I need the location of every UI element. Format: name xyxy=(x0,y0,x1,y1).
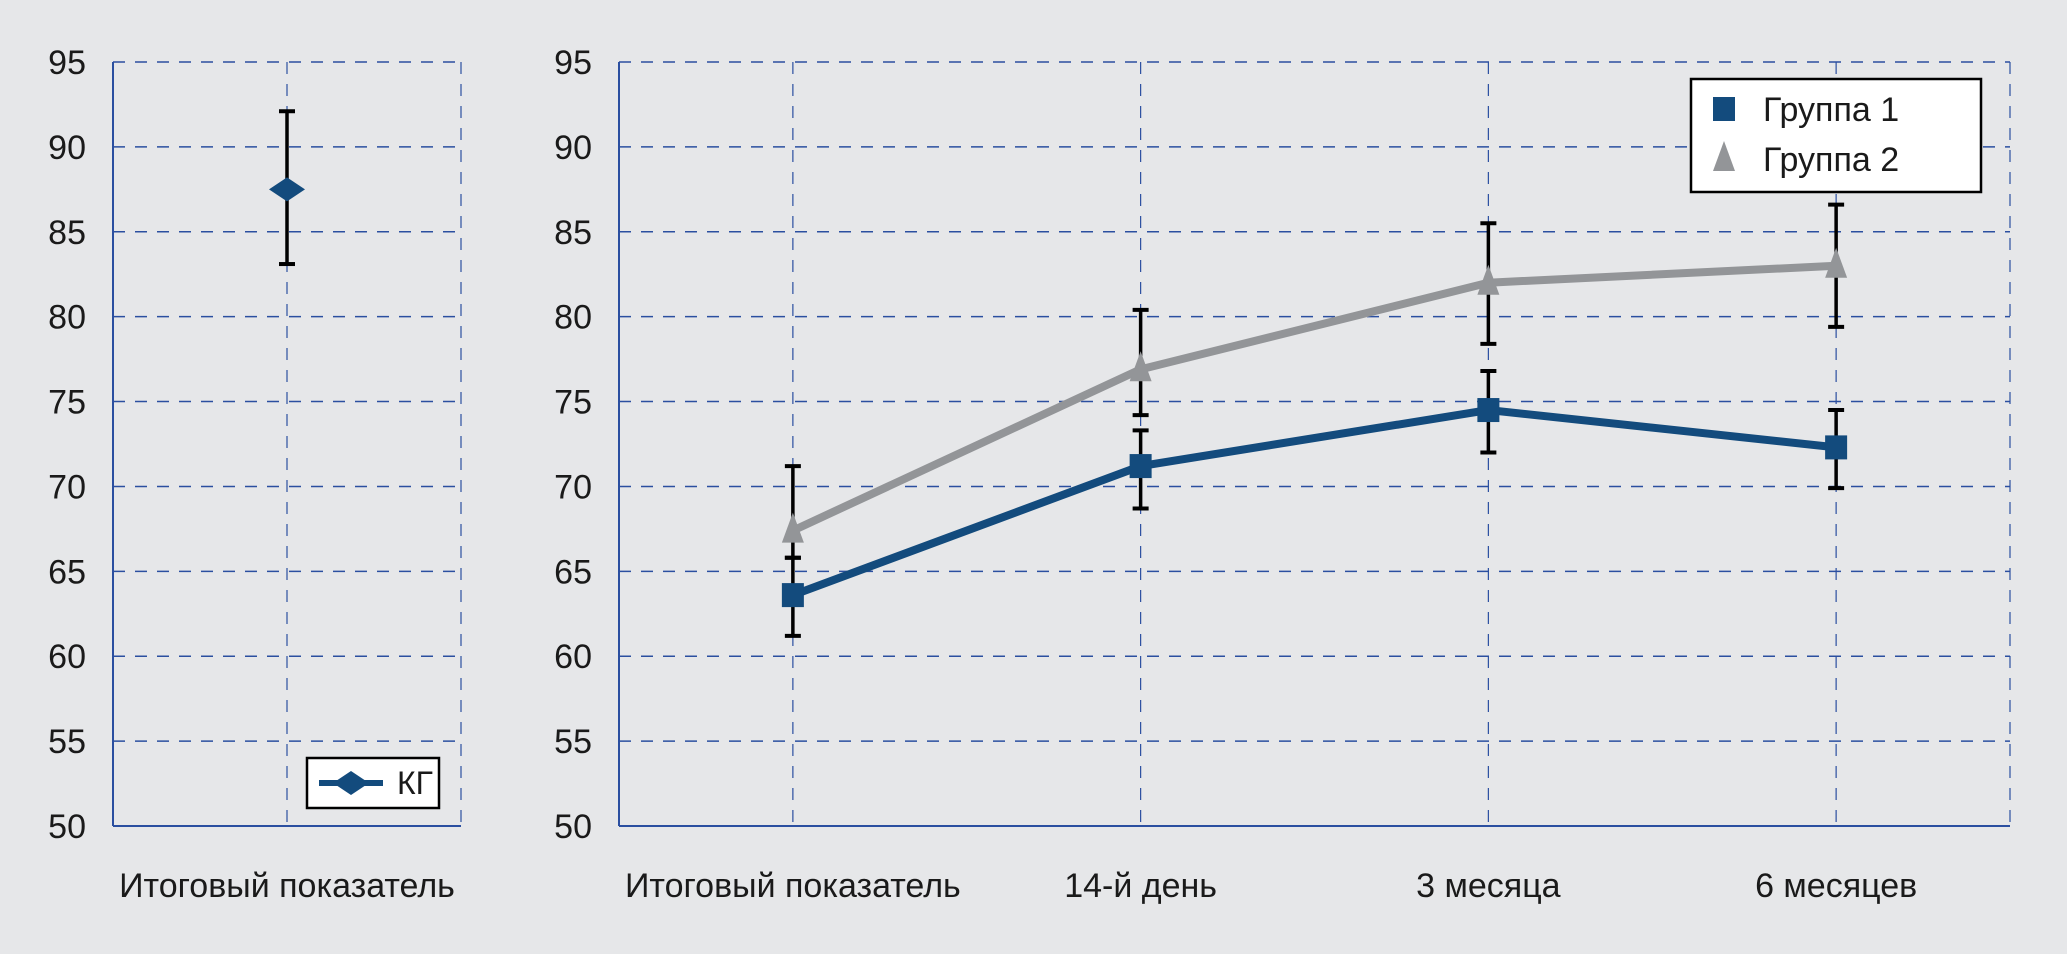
y-tick-label: 80 xyxy=(554,299,592,337)
y-tick-label: 75 xyxy=(48,384,86,422)
x-tick-label: Итоговый показатель xyxy=(119,867,455,905)
data-point xyxy=(1477,398,1500,423)
x-tick-label: 3 месяца xyxy=(1416,867,1561,905)
data-point xyxy=(1825,247,1848,278)
y-tick-label: 85 xyxy=(554,214,592,252)
x-tick-label: 6 месяцев xyxy=(1755,867,1917,905)
y-tick-label: 70 xyxy=(48,468,86,506)
y-tick-label: 95 xyxy=(48,44,86,82)
x-tick-label: Итоговый показатель xyxy=(625,867,961,905)
data-point xyxy=(269,177,305,202)
series-line xyxy=(791,406,1837,599)
y-tick-label: 80 xyxy=(48,299,86,337)
series-line xyxy=(791,261,1837,535)
legend-label: Группа 1 xyxy=(1763,91,1899,129)
data-point xyxy=(1129,351,1152,382)
y-tick-label: 50 xyxy=(48,808,86,846)
y-tick-label: 70 xyxy=(554,468,592,506)
chart-panel-2: 50 55 60 65 70 75 80 85 90 95 Итоговый показатель 1… xyxy=(554,44,2011,905)
y-tick-label: 65 xyxy=(554,553,592,591)
data-point xyxy=(1129,454,1152,479)
legend-marker-diamond-icon xyxy=(333,771,369,795)
legend-marker-triangle-icon xyxy=(1713,141,1735,171)
chart-panel-1: 50 55 60 65 70 75 80 85 90 95 Итоговый показатель К… xyxy=(48,44,462,905)
legend: Группа 1 Группа 2 xyxy=(1689,77,1983,194)
x-tick-label: 14-й день xyxy=(1064,867,1217,905)
legend-marker-square-icon xyxy=(1713,97,1735,121)
y-tick-label: 95 xyxy=(554,44,592,82)
y-tick-label: 55 xyxy=(48,723,86,761)
y-tick-label: 85 xyxy=(48,214,86,252)
y-tick-label: 60 xyxy=(554,638,592,676)
y-tick-label: 60 xyxy=(48,638,86,676)
y-tick-label: 90 xyxy=(554,129,592,167)
data-point xyxy=(781,512,804,543)
data-point xyxy=(1825,435,1848,460)
data-point xyxy=(1477,264,1500,295)
legend-label: КГ xyxy=(397,765,433,801)
y-tick-label: 55 xyxy=(554,723,592,761)
y-tick-label: 65 xyxy=(48,553,86,591)
legend-label: Группа 2 xyxy=(1763,141,1899,179)
y-tick-label: 90 xyxy=(48,129,86,167)
y-tick-label: 50 xyxy=(554,808,592,846)
data-point xyxy=(781,583,804,608)
y-tick-label: 75 xyxy=(554,384,592,422)
legend: КГ xyxy=(305,756,441,810)
legend-box xyxy=(1689,77,1983,194)
